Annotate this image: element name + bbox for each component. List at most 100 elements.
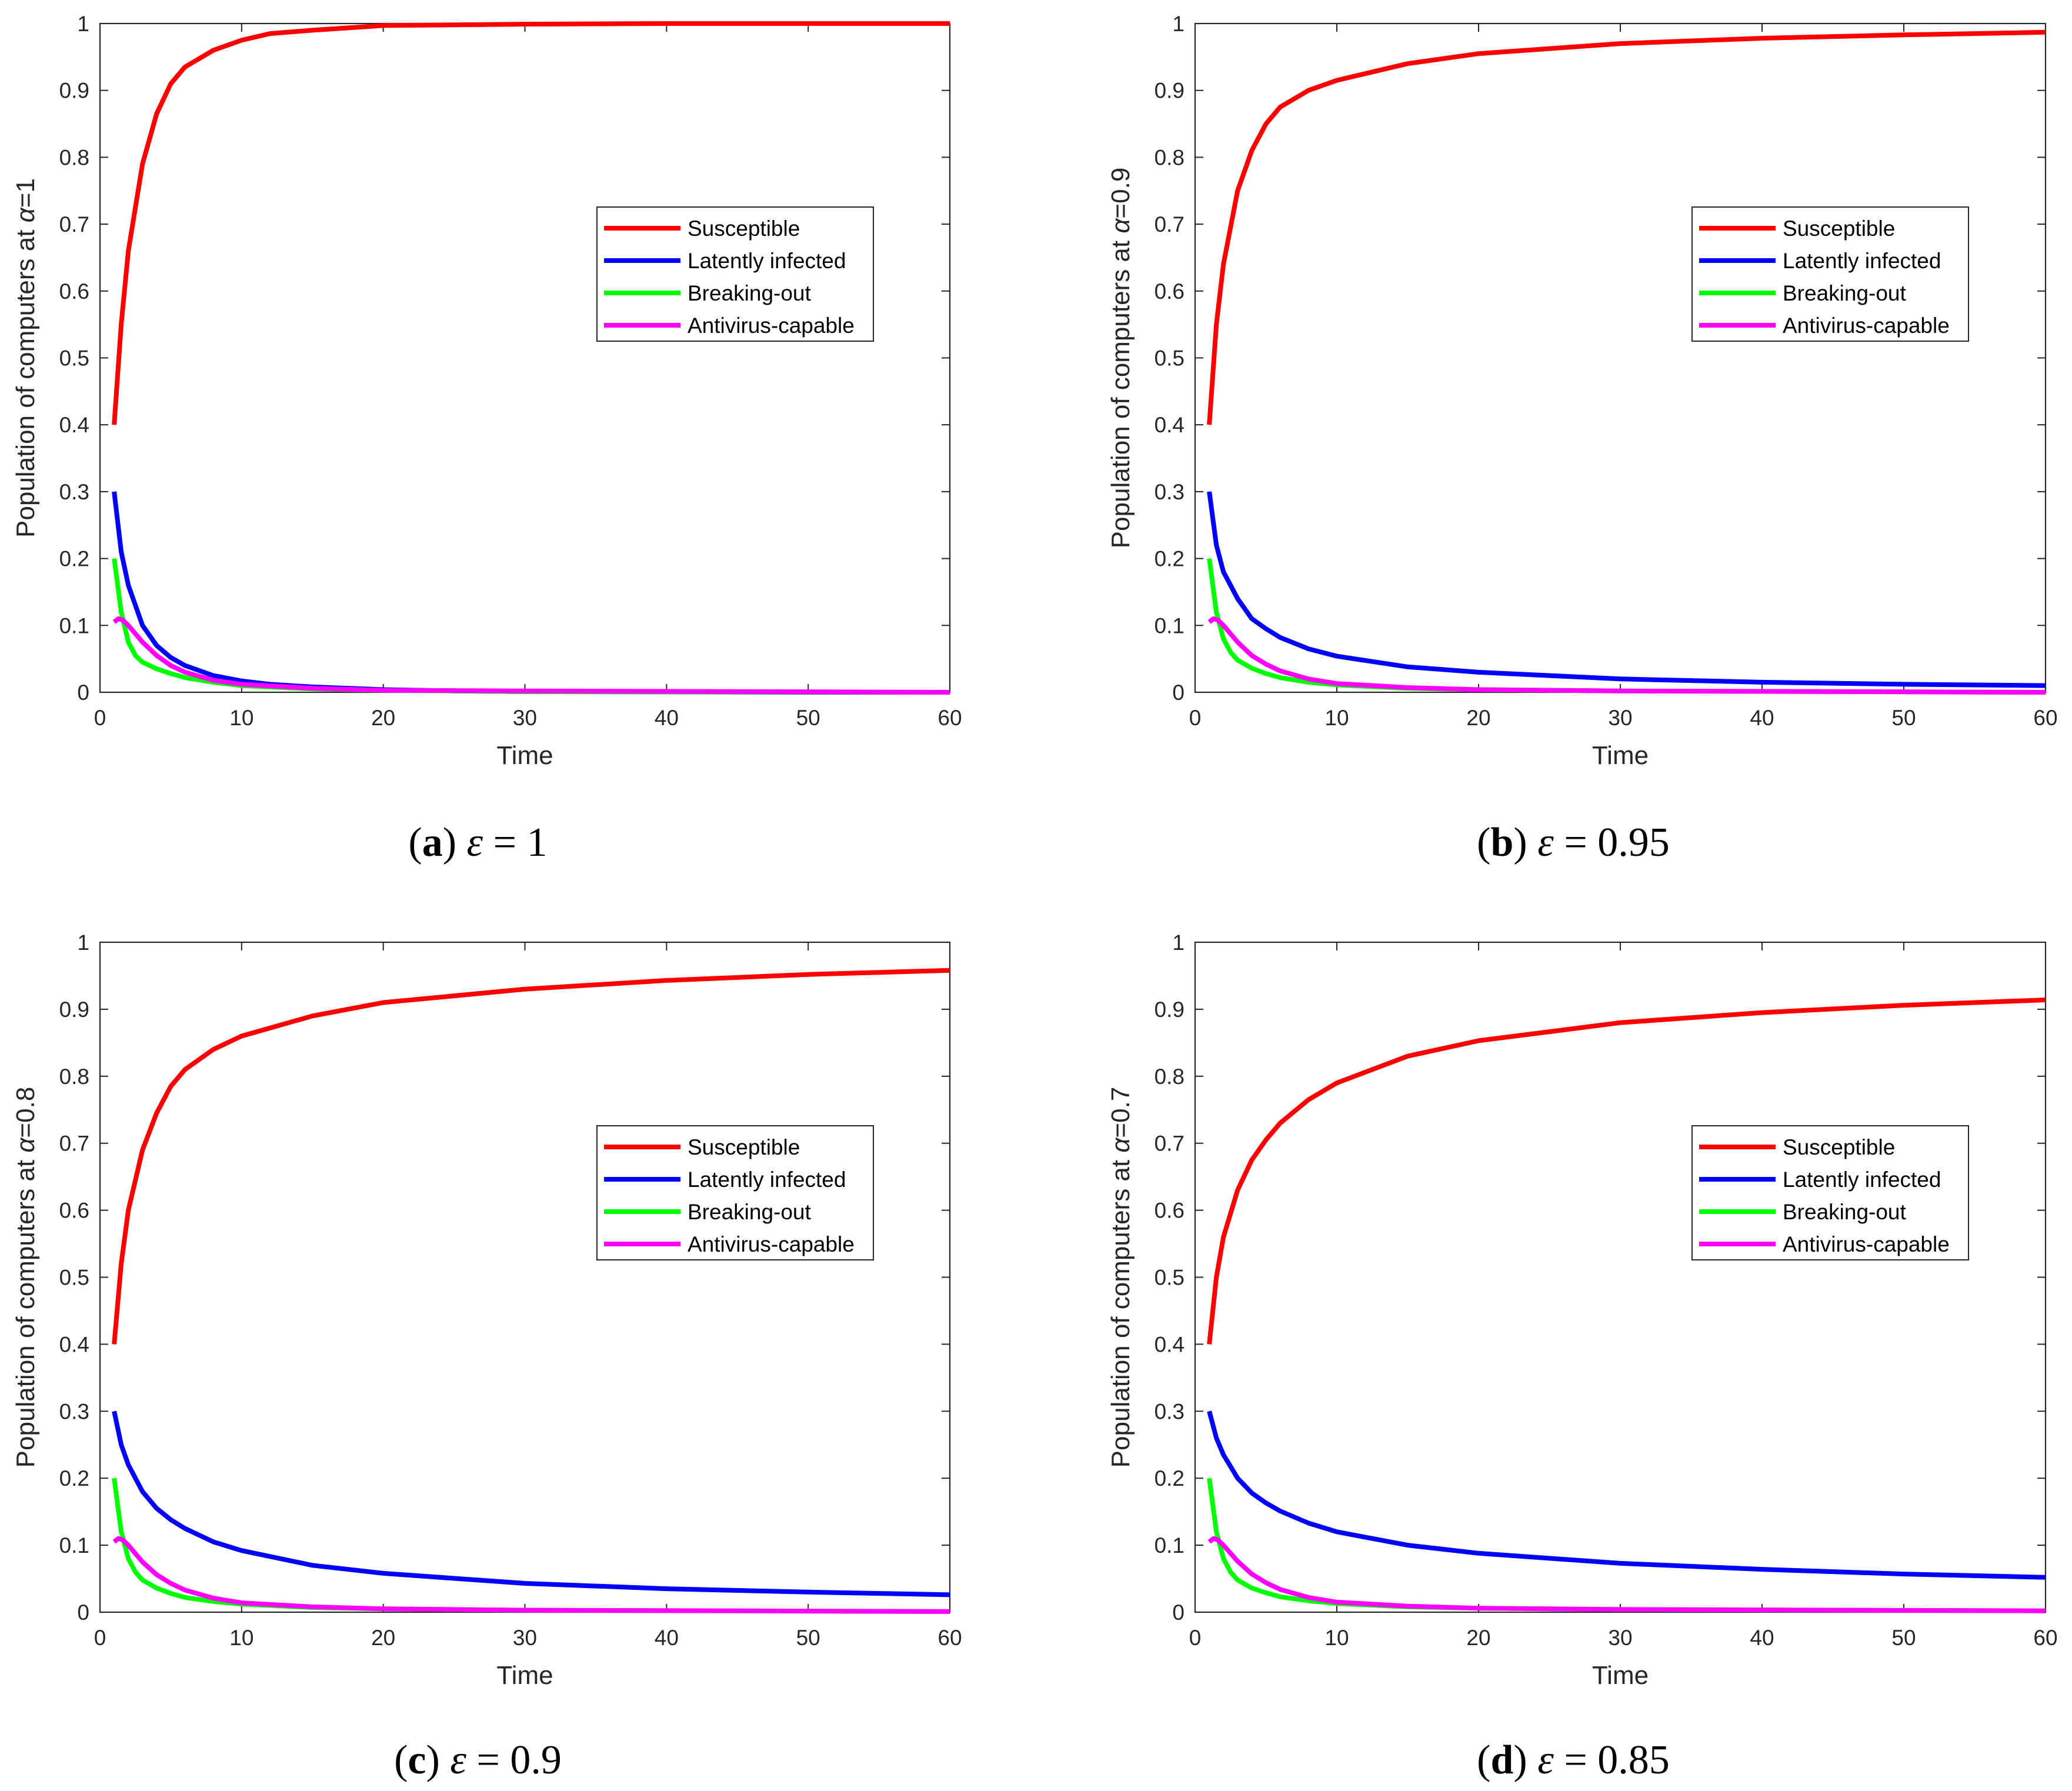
panel-a-xtick-label: 20 — [371, 706, 395, 730]
panel-b-xtick-label: 30 — [1608, 706, 1632, 730]
panel-a-ytick-label: 0.1 — [59, 613, 89, 638]
panel-a: 0 10 20 30 40 50 60 0 0.1 0.2 0.3 0.4 0.5 0.6 0.7 0.8 0.… — [11, 12, 962, 865]
panel-d-ytick-label: 0.2 — [1155, 1466, 1185, 1490]
panel-c-xtick-label: 50 — [796, 1626, 820, 1650]
panel-b-ytick-label: 0 — [1172, 681, 1185, 705]
panel-d-ytick-label: 0.3 — [1155, 1399, 1185, 1423]
panel-a-xtick-label: 30 — [513, 706, 537, 730]
panel-a-legend-label: Breaking-out — [688, 281, 812, 305]
panel-c-ytick-label: 0.1 — [59, 1533, 89, 1557]
panel-d-ytick-label: 0.7 — [1155, 1132, 1185, 1156]
panel-c-ytick-label: 0.3 — [59, 1399, 89, 1423]
panel-b-ytick-label: 0.3 — [1155, 480, 1185, 504]
panel-d-ytick-label: 0.9 — [1155, 998, 1185, 1022]
panel-a-ytick-label: 0.8 — [59, 145, 89, 169]
panel-d-xtick-label: 20 — [1466, 1626, 1490, 1650]
panel-a-xtick-label: 60 — [937, 706, 962, 730]
panel-b-xlabel: Time — [1592, 741, 1649, 770]
panel-d-legend: Susceptible Latently infected Breaking-out… — [1691, 1125, 1969, 1260]
panel-a-legend-label: Latently infected — [688, 249, 846, 273]
panel-d-legend-label: Susceptible — [1783, 1135, 1895, 1159]
panel-c-legend: Susceptible Latently infected Breaking-out… — [596, 1125, 874, 1260]
panel-d: 0 10 20 30 40 50 60 0 0.1 0.2 0.3 0.4 0.5 0.6 0.7 0.8 0.… — [1106, 930, 2058, 1783]
panel-a-legend-label: Antivirus-capable — [688, 313, 855, 338]
panel-d-ytick-label: 1 — [1172, 930, 1185, 955]
panel-c-ytick-label: 0.5 — [59, 1266, 89, 1290]
panel-c-xtick-label: 30 — [513, 1626, 537, 1650]
panel-b-legend-label: Breaking-out — [1783, 281, 1907, 305]
panel-b-xtick-label: 0 — [1189, 706, 1202, 730]
panel-b-legend: Susceptible Latently infected Breaking-out… — [1691, 206, 1969, 342]
panel-b-ytick-label: 0.8 — [1155, 145, 1185, 169]
panel-b-xtick-label: 10 — [1324, 706, 1349, 730]
panel-a-caption: (a) ε = 1 — [408, 820, 547, 865]
panel-a-ytick-label: 0.3 — [59, 480, 89, 504]
panel-c-legend-label: Antivirus-capable — [688, 1232, 855, 1256]
panel-b-ytick-label: 0.4 — [1155, 413, 1185, 437]
panel-c-xtick-label: 40 — [655, 1626, 679, 1650]
panel-a-xtick-label: 50 — [796, 706, 820, 730]
panel-b-caption: (b) ε = 0.95 — [1477, 820, 1670, 865]
panel-d-series-susceptible — [1207, 998, 2046, 1345]
panel-b-ytick-label: 0.2 — [1155, 547, 1185, 571]
panel-b-xtick-label: 50 — [1891, 706, 1916, 730]
panel-d-ytick-label: 0.1 — [1155, 1533, 1185, 1557]
panel-b-xtick-label: 40 — [1750, 706, 1774, 730]
panel-a-series-antivirus-capable — [112, 616, 950, 695]
panel-d-ytick-label: 0.4 — [1155, 1332, 1185, 1356]
panel-c-xlabel: Time — [496, 1661, 553, 1690]
panel-d-xtick-label: 50 — [1891, 1626, 1916, 1650]
panel-a-ylabel: Population of computers at α=1 — [11, 178, 40, 538]
panel-a-ytick-label: 0.2 — [59, 547, 89, 571]
panel-d-xtick-label: 10 — [1324, 1626, 1349, 1650]
panel-b-legend-label: Antivirus-capable — [1783, 313, 1950, 338]
panel-c-ytick-label: 1 — [77, 930, 89, 955]
panel-c-ytick-label: 0.8 — [59, 1065, 89, 1089]
panel-c: 0 10 20 30 40 50 60 0 0.1 0.2 0.3 0.4 0.5 0.6 0.7 0.8 0.… — [11, 930, 962, 1783]
panel-c-ytick-label: 0 — [77, 1600, 89, 1625]
panel-d-ytick-label: 0.8 — [1155, 1065, 1185, 1089]
panel-d-series-latently-infected — [1207, 1410, 2046, 1580]
panel-d-xtick-label: 60 — [2033, 1626, 2057, 1650]
panel-b-xtick-label: 20 — [1466, 706, 1490, 730]
panel-b-series-antivirus-capable — [1207, 616, 2046, 695]
panel-b-legend-label: Susceptible — [1783, 216, 1895, 241]
panel-c-ytick-label: 0.6 — [59, 1199, 89, 1223]
panel-d-series-antivirus-capable — [1207, 1536, 2046, 1613]
panel-a-ytick-label: 0.7 — [59, 212, 89, 236]
panel-d-ytick-label: 0 — [1172, 1600, 1185, 1625]
panel-c-series-antivirus-capable — [112, 1536, 950, 1614]
panel-a-xtick-label: 40 — [655, 706, 679, 730]
panel-a-legend: Susceptible Latently infected Breaking-out… — [596, 206, 874, 342]
panel-a-xtick-label: 10 — [229, 706, 253, 730]
panel-d-ylabel: Population of computers at α=0.7 — [1106, 1087, 1135, 1468]
panel-c-ytick-label: 0.7 — [59, 1132, 89, 1156]
panel-c-legend-label: Breaking-out — [688, 1200, 812, 1224]
panel-a-xtick-label: 0 — [94, 706, 106, 730]
panel-a-legend-label: Susceptible — [688, 216, 800, 241]
panel-c-legend-label: Susceptible — [688, 1135, 800, 1159]
panel-b: 0 10 20 30 40 50 60 0 0.1 0.2 0.3 0.4 0.5 0.6 0.7 0.8 0.… — [1106, 12, 2058, 865]
panel-d-xtick-label: 30 — [1608, 1626, 1632, 1650]
panel-b-ytick-label: 0.6 — [1155, 279, 1185, 303]
panel-a-ytick-label: 0.9 — [59, 79, 89, 103]
panel-c-ylabel: Population of computers at α=0.8 — [11, 1087, 40, 1468]
panel-d-xtick-label: 0 — [1189, 1626, 1202, 1650]
panel-b-ylabel: Population of computers at α=0.9 — [1106, 168, 1135, 549]
panel-a-ytick-label: 0.6 — [59, 279, 89, 303]
panel-a-series-susceptible — [112, 21, 950, 425]
panel-c-series-susceptible — [112, 968, 950, 1345]
panel-b-ytick-label: 0.5 — [1155, 346, 1185, 371]
panel-c-xtick-label: 0 — [94, 1626, 106, 1650]
panel-a-ytick-label: 1 — [77, 12, 89, 36]
panel-c-legend-label: Latently infected — [688, 1168, 846, 1192]
panel-a-xlabel: Time — [496, 741, 553, 770]
panel-d-caption: (d) ε = 0.85 — [1477, 1737, 1670, 1783]
panel-a-ytick-label: 0.4 — [59, 413, 89, 437]
panel-b-ytick-label: 0.7 — [1155, 212, 1185, 236]
panel-b-xtick-label: 60 — [2033, 706, 2057, 730]
panel-c-xtick-label: 60 — [937, 1626, 962, 1650]
panel-c-caption: (c) ε = 0.9 — [394, 1737, 562, 1783]
panel-c-ytick-label: 0.2 — [59, 1466, 89, 1490]
